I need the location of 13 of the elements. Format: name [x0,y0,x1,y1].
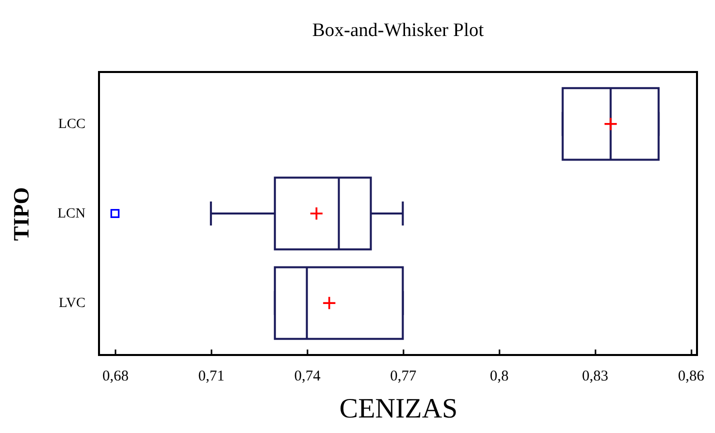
x-tick-label: 0,86 [678,368,705,384]
y-axis-title: TIPO [8,187,34,241]
x-axis-title: CENIZAS [339,394,458,424]
x-tick-label: 0,83 [582,368,608,384]
y-tick-label: LVC [58,296,86,312]
x-tick-label: 0,71 [198,368,225,384]
x-tick-label: 0,8 [490,368,509,384]
x-tick-label: 0,74 [294,368,321,384]
chart-title: Box-and-Whisker Plot [312,20,484,41]
y-tick-label: LCC [58,116,86,132]
y-tick-label: LCN [58,206,86,222]
x-tick-label: 0,77 [390,368,417,384]
x-tick-label: 0,68 [102,368,129,384]
